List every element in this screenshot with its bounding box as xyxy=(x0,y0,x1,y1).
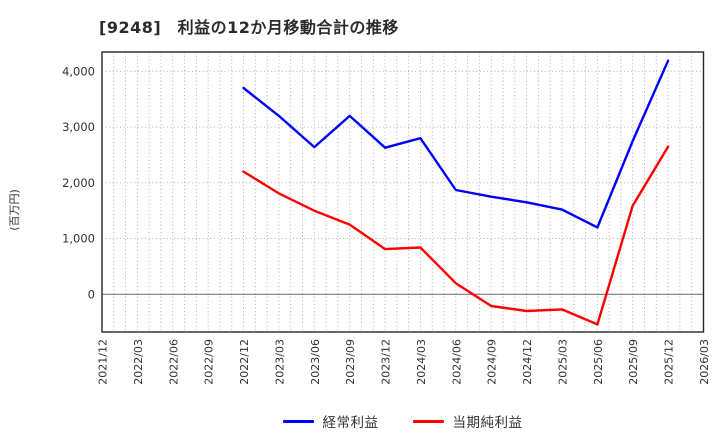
svg-text:2021/12: 2021/12 xyxy=(97,339,110,385)
svg-text:2,000: 2,000 xyxy=(62,176,95,190)
legend-item-net-profit: 当期純利益 xyxy=(412,411,523,431)
svg-text:2024/09: 2024/09 xyxy=(486,339,499,385)
legend-line-red-icon xyxy=(412,419,444,423)
svg-text:0: 0 xyxy=(88,287,95,301)
svg-text:2024/06: 2024/06 xyxy=(450,339,463,385)
svg-text:2022/09: 2022/09 xyxy=(203,339,216,385)
svg-text:2023/12: 2023/12 xyxy=(380,339,393,385)
svg-text:2022/06: 2022/06 xyxy=(167,339,180,385)
svg-text:4,000: 4,000 xyxy=(62,64,95,78)
legend-line-blue-icon xyxy=(282,419,314,423)
svg-text:2024/03: 2024/03 xyxy=(415,339,428,385)
svg-text:2026/03: 2026/03 xyxy=(698,339,711,385)
chart-title: [9248] 利益の12か月移動合計の推移 xyxy=(99,18,399,37)
svg-text:3,000: 3,000 xyxy=(62,120,95,134)
svg-text:2022/12: 2022/12 xyxy=(238,339,251,385)
legend-label-ordinary-profit: 経常利益 xyxy=(322,415,379,431)
svg-text:2024/12: 2024/12 xyxy=(521,339,534,385)
legend: 経常利益 当期純利益 xyxy=(102,408,703,434)
svg-text:1,000: 1,000 xyxy=(62,232,95,246)
legend-item-ordinary-profit: 経常利益 xyxy=(282,411,379,431)
svg-text:2025/06: 2025/06 xyxy=(592,339,605,385)
svg-text:2023/03: 2023/03 xyxy=(273,339,286,385)
svg-text:2025/03: 2025/03 xyxy=(556,339,569,385)
svg-text:2025/09: 2025/09 xyxy=(627,339,640,385)
svg-text:2022/03: 2022/03 xyxy=(132,339,145,385)
svg-text:2025/12: 2025/12 xyxy=(663,339,676,385)
svg-text:2023/06: 2023/06 xyxy=(309,339,322,385)
svg-text:2023/09: 2023/09 xyxy=(344,339,357,385)
legend-label-net-profit: 当期純利益 xyxy=(452,415,523,431)
